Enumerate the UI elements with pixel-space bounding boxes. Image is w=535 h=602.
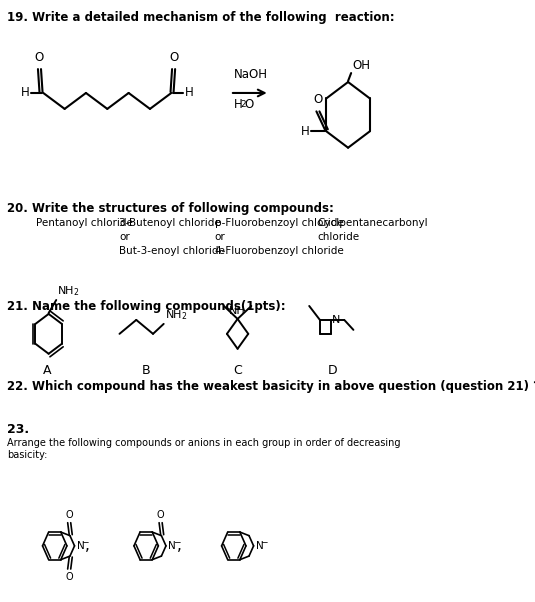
Text: H: H [21,87,29,99]
Text: A: A [43,364,51,377]
Text: H: H [234,98,242,111]
Text: But-3-enoyl chloride: But-3-enoyl chloride [119,246,225,256]
Text: 22. Which compound has the weakest basicity in above question (question 21) ?: 22. Which compound has the weakest basic… [7,380,535,393]
Text: O: O [244,98,254,111]
Text: 3-Butenoyl chloride: 3-Butenoyl chloride [119,219,221,228]
Text: or: or [119,232,130,243]
Text: C: C [233,364,242,377]
Text: 4-Fluorobenzoyl chloride: 4-Fluorobenzoyl chloride [215,246,343,256]
Text: 21. Name the following compounds(1pts):: 21. Name the following compounds(1pts): [7,300,286,313]
Text: −: − [173,538,180,547]
Text: ,: , [177,538,181,553]
Text: NaOH: NaOH [234,68,268,81]
Text: O: O [65,572,73,582]
Text: D: D [328,364,338,377]
Text: O: O [170,51,179,64]
Text: or: or [215,232,225,243]
Text: O: O [314,93,323,107]
Text: chloride: chloride [318,232,360,243]
Text: N: N [169,541,176,551]
Text: NH: NH [229,306,246,316]
Text: N: N [332,315,340,325]
Text: p-Fluorobenzoyl chloride: p-Fluorobenzoyl chloride [215,219,343,228]
Text: 23.: 23. [7,423,29,436]
Text: ,: , [85,538,90,553]
Text: Cyclpentanecarbonyl: Cyclpentanecarbonyl [318,219,428,228]
Text: H: H [185,87,194,99]
Text: O: O [34,51,43,64]
Text: Pentanoyl chloride: Pentanoyl chloride [36,219,133,228]
Text: −: − [261,538,268,547]
Text: B: B [142,364,150,377]
Text: N: N [77,541,85,551]
Text: 2: 2 [241,100,246,109]
Text: 20. Write the structures of following compounds:: 20. Write the structures of following co… [7,202,334,216]
Text: OH: OH [352,59,370,72]
Text: −: − [81,538,89,547]
Text: Arrange the following compounds or anions in each group in order of decreasing
b: Arrange the following compounds or anion… [7,438,401,460]
Text: H: H [301,125,310,138]
Text: O: O [157,510,164,520]
Text: N: N [256,541,264,551]
Text: NH$_2$: NH$_2$ [165,308,188,322]
Text: 19. Write a detailed mechanism of the following  reaction:: 19. Write a detailed mechanism of the fo… [7,11,395,24]
Text: O: O [65,510,73,520]
Text: NH$_2$: NH$_2$ [57,284,80,298]
